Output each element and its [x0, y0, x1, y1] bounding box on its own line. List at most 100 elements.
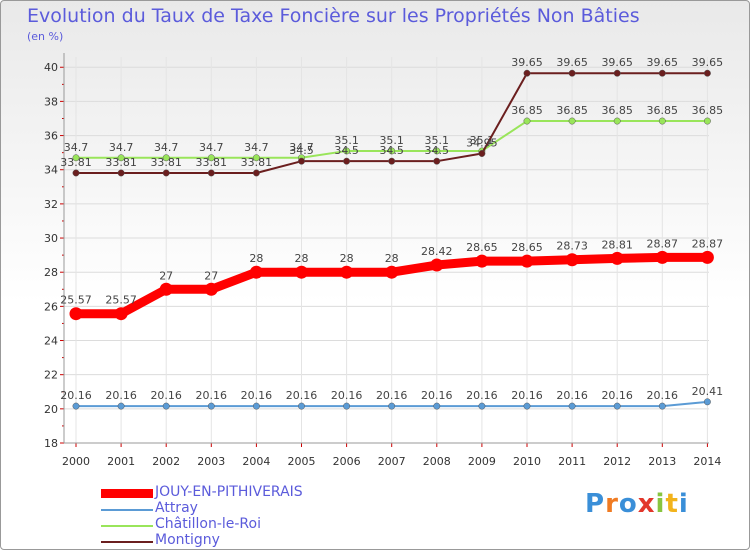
data-label: 20.16	[286, 389, 318, 402]
data-label: 33.81	[196, 156, 228, 169]
data-label: 28	[385, 252, 399, 265]
data-point	[568, 69, 576, 77]
logo-letter: t	[665, 489, 679, 519]
data-point	[162, 154, 170, 162]
data-point	[388, 157, 396, 165]
y-tick-label: 40	[44, 61, 58, 74]
data-point	[298, 402, 305, 410]
data-label: 20.16	[241, 389, 273, 402]
legend-swatch	[101, 509, 153, 511]
y-tick-label: 34	[44, 164, 58, 177]
data-point	[72, 402, 80, 410]
data-label: 39.65	[556, 56, 588, 69]
data-label: 20.16	[466, 389, 498, 402]
data-point	[703, 69, 711, 77]
logo-letter: o	[618, 489, 638, 519]
data-label: 20.16	[601, 389, 633, 402]
data-point	[295, 265, 308, 279]
data-label: 34.5	[334, 144, 359, 157]
data-label: 34.5	[425, 144, 450, 157]
data-label: 28	[249, 252, 263, 265]
x-tick-label: 2001	[107, 455, 135, 468]
data-label: 36.85	[692, 104, 724, 117]
data-point	[162, 402, 170, 410]
y-tick-label: 32	[44, 198, 58, 211]
y-tick-label: 24	[44, 335, 58, 348]
data-point	[204, 282, 218, 296]
x-tick-label: 2008	[423, 455, 451, 468]
proxiti-logo: Proxiti	[585, 489, 689, 519]
data-point	[388, 147, 396, 155]
data-label: 28.87	[692, 237, 724, 250]
data-label: 34.7	[154, 141, 179, 154]
x-tick-label: 2006	[333, 455, 361, 468]
data-point	[565, 253, 579, 267]
data-label: 35.1	[379, 134, 404, 147]
data-point	[343, 147, 351, 155]
data-point	[72, 169, 80, 177]
legend-swatch	[101, 525, 153, 527]
data-label: 20.16	[647, 389, 679, 402]
data-point	[523, 117, 531, 125]
data-label: 36.85	[601, 104, 633, 117]
x-tick-label: 2000	[62, 455, 90, 468]
data-point	[252, 154, 260, 162]
x-tick-label: 2013	[648, 455, 676, 468]
data-point	[117, 402, 125, 410]
data-label: 28.65	[511, 241, 543, 254]
data-point	[478, 150, 486, 157]
data-label: 20.16	[331, 389, 363, 402]
data-label: 35.1	[425, 134, 450, 147]
data-point	[69, 307, 83, 321]
data-point	[433, 157, 441, 165]
data-label: 20.16	[421, 389, 453, 402]
data-point	[568, 117, 576, 125]
data-label: 39.65	[692, 56, 724, 69]
logo-letter: i	[678, 489, 689, 519]
data-point	[613, 402, 621, 410]
x-tick-label: 2010	[513, 455, 541, 468]
data-point	[658, 117, 666, 125]
data-point	[700, 250, 714, 264]
data-point	[343, 402, 351, 410]
data-point	[703, 398, 711, 406]
data-point	[478, 402, 486, 410]
data-point	[430, 258, 444, 272]
data-point	[568, 402, 576, 410]
data-label: 34.7	[244, 141, 269, 154]
data-label: 39.65	[647, 56, 679, 69]
data-label: 36.85	[511, 104, 543, 117]
logo-letter: x	[637, 489, 656, 519]
data-label: 27	[204, 269, 218, 282]
data-label: 20.16	[60, 389, 92, 402]
data-point	[252, 402, 260, 410]
data-label: 20.16	[511, 389, 543, 402]
data-label: 28.65	[466, 241, 498, 254]
data-point	[162, 169, 170, 177]
data-point	[523, 402, 531, 410]
data-point	[703, 117, 711, 125]
legend-label: Châtillon-le-Roi	[155, 516, 261, 532]
data-label: 33.81	[60, 156, 92, 169]
data-point	[655, 250, 669, 264]
y-tick-label: 18	[44, 437, 58, 450]
data-point	[114, 307, 128, 321]
data-point	[520, 254, 534, 268]
legend-label: Montigny	[155, 532, 220, 548]
data-point	[613, 69, 621, 77]
data-label: 25.57	[105, 294, 137, 307]
data-label: 20.16	[196, 389, 228, 402]
y-tick-label: 20	[44, 403, 58, 416]
data-point	[207, 402, 215, 410]
data-point	[388, 402, 396, 410]
logo-letter: r	[605, 489, 619, 519]
x-tick-label: 2007	[378, 455, 406, 468]
data-point	[249, 265, 263, 279]
data-label: 34.5	[379, 144, 404, 157]
data-point	[117, 154, 125, 162]
data-point	[117, 169, 125, 177]
data-point	[207, 169, 215, 177]
data-label: 20.16	[556, 389, 588, 402]
data-label: 33.81	[241, 156, 273, 169]
